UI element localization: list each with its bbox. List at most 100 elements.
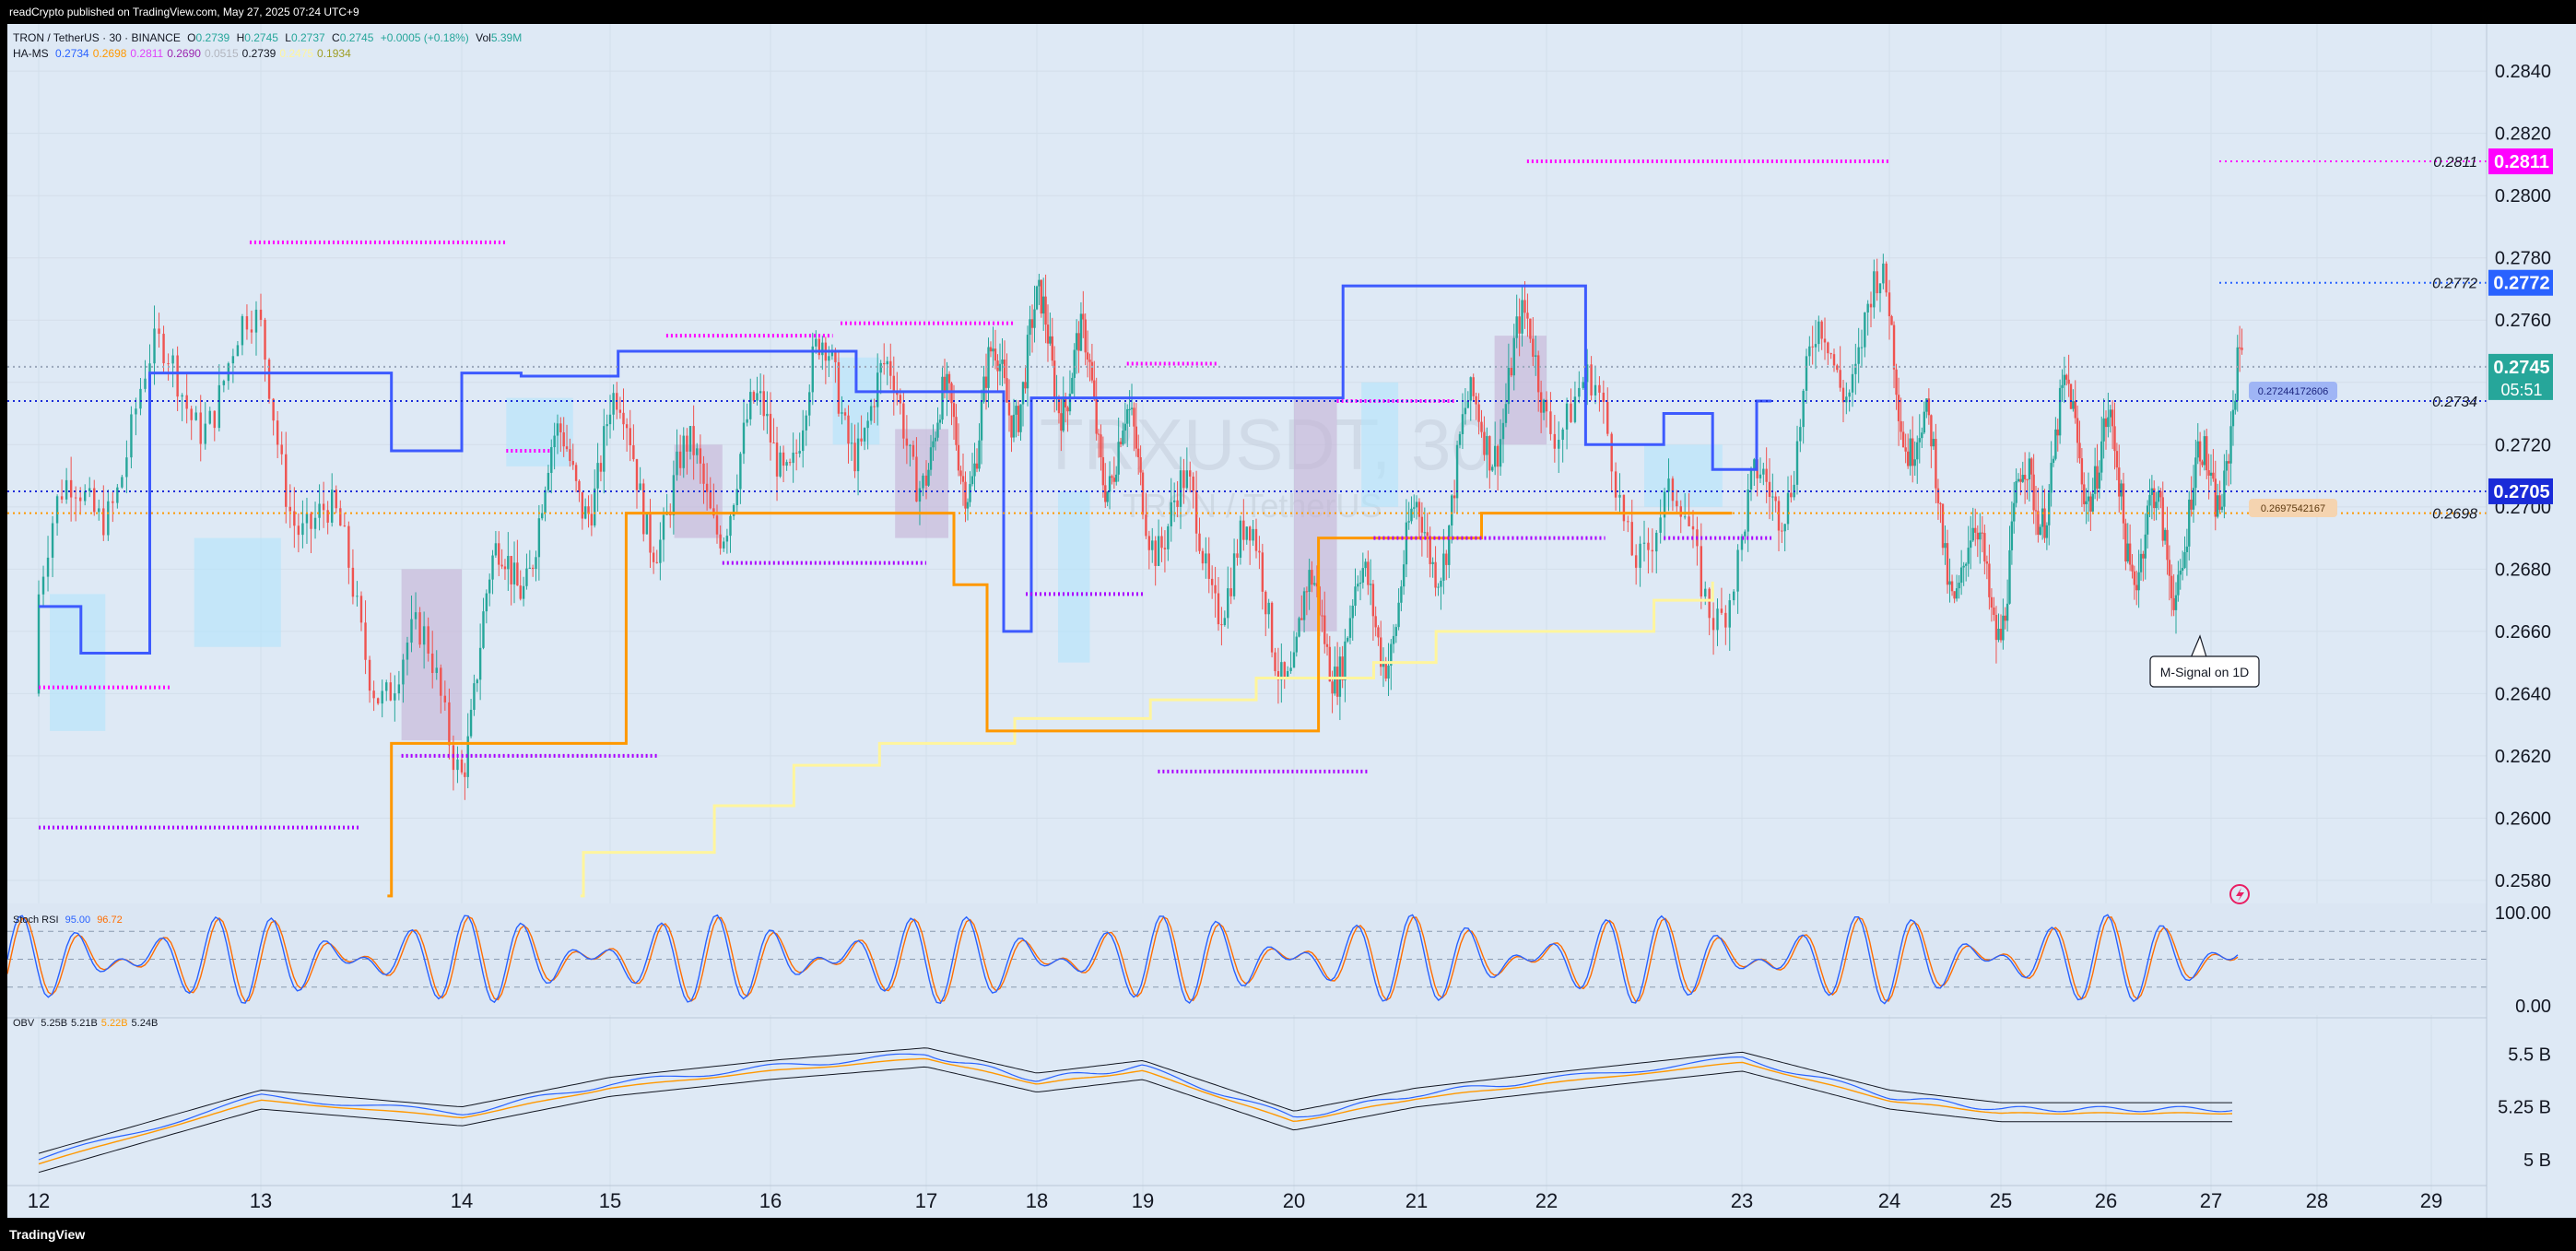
m-signal-annotation[interactable]: M-Signal on 1D	[2149, 634, 2260, 688]
candle	[1667, 458, 1670, 512]
candle	[1781, 522, 1783, 544]
candle	[1302, 587, 1306, 633]
candle	[1267, 598, 1270, 629]
candle	[843, 407, 847, 420]
obv-legend[interactable]: OBV 5.25B 5.21B 5.22B 5.24B	[13, 1018, 158, 1029]
candle	[1790, 475, 1793, 503]
candle	[834, 348, 837, 384]
candle	[1242, 499, 1245, 551]
candle	[723, 537, 725, 552]
stoch-legend[interactable]: Stoch RSI 95.00 96.72	[13, 915, 123, 926]
chart-canvas[interactable]: TRXUSDT, 30 TRON / TetherUS 100.00 0.00 5…	[7, 24, 2576, 1218]
candle	[2155, 491, 2158, 521]
candle	[153, 305, 156, 385]
candle	[1805, 348, 1808, 404]
candle	[1274, 647, 1276, 677]
candle	[1079, 301, 1083, 352]
obv-ma-line	[38, 1057, 2233, 1165]
candle	[1732, 589, 1735, 606]
candle	[924, 460, 928, 500]
candle	[1323, 591, 1326, 654]
candle	[1429, 526, 1431, 578]
candle	[1549, 392, 1552, 441]
candle	[1655, 530, 1658, 573]
candle	[599, 454, 603, 482]
candle	[2174, 582, 2178, 634]
candle	[2083, 472, 2086, 513]
candle	[2212, 449, 2215, 482]
candle	[2203, 430, 2206, 471]
candle	[125, 440, 128, 493]
candle	[941, 365, 944, 425]
candle	[313, 502, 317, 539]
candle	[1808, 336, 1811, 366]
candle	[550, 439, 553, 494]
candle	[1948, 558, 1951, 603]
candle	[2163, 527, 2167, 545]
candle	[1967, 525, 1970, 577]
candle	[469, 699, 473, 738]
candle	[2135, 570, 2138, 606]
chart-frame[interactable]: TRXUSDT, 30 TRON / TetherUS 100.00 0.00 5…	[7, 24, 2576, 1218]
candle	[69, 456, 73, 522]
tradingview-logo[interactable]: TradingView	[9, 1227, 85, 1242]
candle	[535, 550, 537, 582]
candle	[1976, 525, 1979, 558]
candle	[1900, 397, 1902, 441]
candle	[305, 497, 309, 544]
candle	[992, 326, 994, 367]
candle	[946, 361, 948, 417]
candle	[2131, 553, 2134, 579]
candle	[596, 443, 599, 513]
hams-legend[interactable]: HA-MS 0.2734 0.2698 0.2811 0.2690 0.0515 0.27…	[13, 47, 351, 60]
price-axis: 0.2580 0.2600 0.2620 0.2640 0.2660 0.2680 0.27…	[2432, 24, 2553, 1218]
candle	[2185, 528, 2189, 576]
candle	[1565, 397, 1569, 450]
candle	[817, 336, 821, 360]
candle	[2137, 549, 2140, 608]
candle	[1374, 606, 1377, 637]
candle	[889, 343, 892, 390]
candle	[1558, 421, 1560, 474]
candle	[121, 475, 124, 489]
candle	[1139, 445, 1142, 486]
stoch-tick-1: 0.00	[2515, 997, 2551, 1017]
candle	[1765, 447, 1768, 503]
symbol-name: TRON / TetherUS · 30 · BINANCE	[13, 31, 181, 44]
candle	[1536, 350, 1540, 412]
candle	[2010, 501, 2014, 565]
candle	[612, 384, 615, 431]
time-tick-11: 23	[1731, 1189, 1753, 1212]
candle	[1496, 443, 1500, 491]
candle	[2216, 483, 2219, 519]
candle	[1888, 279, 1891, 340]
candle	[1985, 555, 1989, 580]
candle	[368, 655, 371, 703]
hams-yellow-line	[580, 581, 1714, 898]
candle	[980, 389, 983, 465]
candle	[476, 678, 478, 692]
alert-icon[interactable]	[2229, 884, 2250, 904]
candle	[2227, 454, 2230, 487]
candle	[245, 304, 249, 340]
candle	[199, 395, 202, 462]
candle	[1135, 403, 1138, 457]
candle	[2231, 390, 2235, 446]
candle	[1108, 461, 1112, 510]
candle	[1026, 325, 1029, 407]
candle	[1793, 470, 1795, 501]
candle	[2104, 410, 2108, 450]
candle	[1906, 433, 1910, 469]
candle	[1753, 457, 1756, 486]
candle	[562, 417, 565, 457]
candle	[1017, 400, 1020, 436]
candle	[642, 478, 645, 542]
candle	[176, 346, 179, 411]
symbol-legend[interactable]: TRON / TetherUS · 30 · BINANCE O0.2739 H…	[13, 31, 523, 44]
candle	[1927, 388, 1931, 425]
candle	[2080, 448, 2084, 507]
candle	[1921, 427, 1923, 448]
candle	[1728, 594, 1731, 652]
candle	[655, 549, 658, 564]
candle	[343, 513, 347, 527]
